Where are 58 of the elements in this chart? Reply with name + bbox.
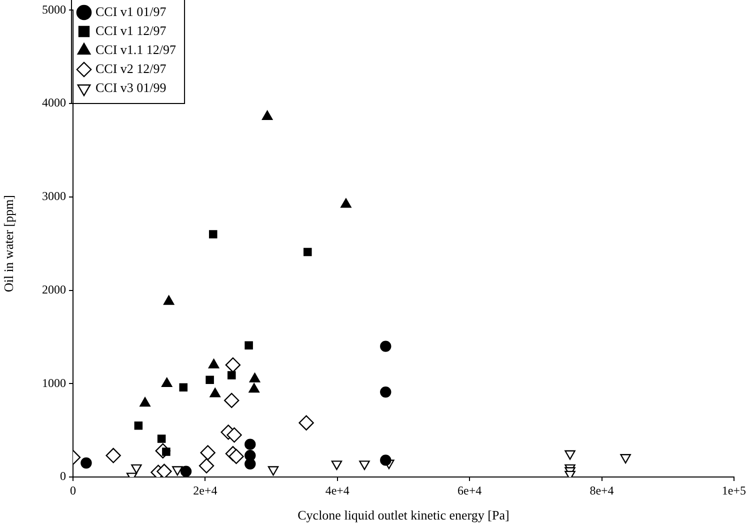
point xyxy=(359,460,370,470)
point xyxy=(157,434,166,443)
x-tick-label: 6e+4 xyxy=(458,483,482,498)
x-tick-label: 8e+4 xyxy=(590,483,614,498)
point xyxy=(380,454,392,466)
point xyxy=(380,340,392,352)
point xyxy=(262,110,273,120)
point xyxy=(180,466,192,477)
x-tick-label: 4e+4 xyxy=(325,483,350,498)
point xyxy=(248,383,260,393)
y-axis-title: Oil in water [ppm] xyxy=(1,195,16,292)
point xyxy=(298,415,314,430)
point xyxy=(161,378,172,387)
point xyxy=(179,383,188,392)
legend-label: CCI v2 12/97 xyxy=(96,60,167,76)
point xyxy=(244,438,256,450)
point xyxy=(200,445,216,460)
point xyxy=(268,466,279,476)
y-tick-label: 4000 xyxy=(42,96,66,110)
point xyxy=(244,341,253,350)
point xyxy=(80,457,92,469)
x-axis-title: Cyclone liquid outlet kinetic energy [Pa] xyxy=(298,508,510,523)
point xyxy=(210,388,220,398)
point xyxy=(224,392,240,408)
point xyxy=(140,397,150,407)
point xyxy=(106,448,121,464)
point xyxy=(304,248,312,256)
y-tick-label: 0 xyxy=(60,469,66,484)
point xyxy=(206,376,214,384)
x-tick-label: 1e+5 xyxy=(722,483,746,498)
point xyxy=(331,460,342,470)
x-tick-label: 2e+4 xyxy=(193,483,218,498)
point xyxy=(340,198,352,208)
y-tick-label: 1000 xyxy=(42,376,66,390)
point xyxy=(227,371,236,380)
point xyxy=(380,386,392,398)
point xyxy=(208,230,218,238)
y-tick-label: 2000 xyxy=(42,282,66,296)
point xyxy=(225,357,241,373)
point xyxy=(131,464,142,474)
legend-label: CCI v3 01/99 xyxy=(96,80,166,95)
point xyxy=(198,458,214,474)
legend-label: CCI v1 01/97 xyxy=(96,4,167,19)
point xyxy=(134,422,143,430)
x-tick-label: 0 xyxy=(70,483,76,498)
point xyxy=(228,448,244,464)
y-tick-label: 3000 xyxy=(42,189,66,204)
legend-label: CCI v1 12/97 xyxy=(96,22,167,38)
point xyxy=(564,450,576,460)
point xyxy=(244,458,256,470)
point xyxy=(163,295,174,305)
point xyxy=(208,358,220,368)
legend-label: CCI v1.1 12/97 xyxy=(96,42,177,57)
y-tick-label: 5000 xyxy=(42,2,66,16)
point xyxy=(172,466,183,476)
point xyxy=(249,372,260,382)
point xyxy=(226,427,242,443)
point xyxy=(620,454,631,464)
